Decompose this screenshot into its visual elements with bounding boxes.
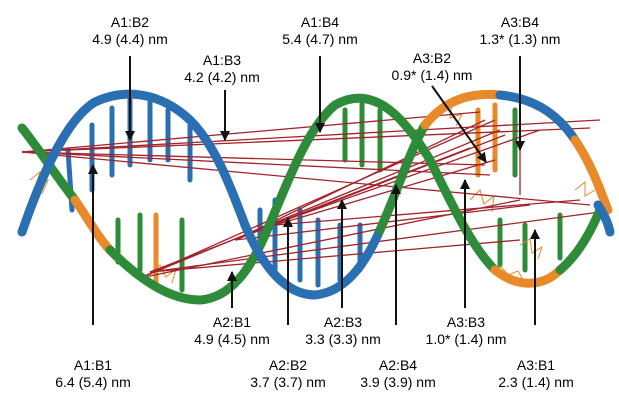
backbone-strand-2 [17,89,615,300]
label-A1B4-dist: 5.4 (4.7) nm [282,31,358,47]
label-A1B3-name: A1:B3 [202,52,242,68]
label-A1B4: A1:B4 5.4 (4.7) nm [282,14,357,48]
label-A1B4-name: A1:B4 [300,14,340,30]
label-A1B2-name: A1:B2 [110,14,150,30]
label-A2B2-name: A2:B2 [268,357,308,373]
label-A2B2: A2:B2 3.7 (3.7) nm [250,357,325,391]
label-A1B1-dist: 6.4 (5.4) nm [55,374,131,390]
label-A1B2: A1:B2 4.9 (4.4) nm [92,14,167,48]
label-A2B4: A2:B4 3.9 (3.9) nm [360,357,435,391]
label-A3B3-name: A3:B3 [446,314,486,330]
label-A1B3-dist: 4.2 (4.2) nm [184,69,260,85]
label-A3B4-dist: 1.3* (1.3) nm [479,31,561,47]
label-A2B4-name: A2:B4 [378,357,418,373]
label-A3B3: A3:B3 1.0* (1.4) nm [426,314,507,348]
label-A2B1: A2:B1 4.9 (4.5) nm [194,314,269,348]
label-A2B3-name: A2:B3 [323,314,363,330]
label-A1B1-name: A1:B1 [73,357,113,373]
label-A1B2-dist: 4.9 (4.4) nm [92,31,168,47]
arrow-A3B2 [431,85,487,163]
label-A3B1: A3:B1 2.3 (1.4) nm [498,357,573,391]
label-A3B1-dist: 2.3 (1.4) nm [498,374,574,390]
label-A2B4-dist: 3.9 (3.9) nm [360,374,436,390]
label-A3B4: A3:B4 1.3* (1.3) nm [480,14,561,48]
label-A2B3: A2:B3 3.3 (3.3) nm [305,314,380,348]
label-A2B1-dist: 4.9 (4.5) nm [194,331,270,347]
label-A2B2-dist: 3.7 (3.7) nm [250,374,326,390]
label-A3B1-name: A3:B1 [516,357,556,373]
label-A1B3: A1:B3 4.2 (4.2) nm [184,52,259,86]
label-A2B1-name: A2:B1 [212,314,252,330]
label-A3B4-name: A3:B4 [500,14,540,30]
label-A3B3-dist: 1.0* (1.4) nm [425,331,507,347]
label-A3B2: A3:B2 0.9* (1.4) nm [392,50,473,84]
label-A1B1: A1:B1 6.4 (5.4) nm [55,357,130,391]
label-A3B2-name: A3:B2 [412,50,452,66]
label-arrows [88,56,540,325]
label-A2B3-dist: 3.3 (3.3) nm [305,331,381,347]
label-A3B2-dist: 0.9* (1.4) nm [391,67,473,83]
